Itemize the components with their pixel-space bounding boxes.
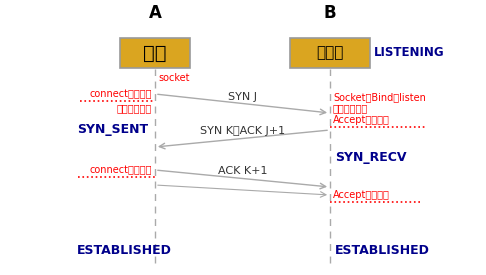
Text: （主动打开）: （主动打开） [117, 103, 152, 113]
Text: connect（阻塞）: connect（阻塞） [89, 89, 152, 99]
Text: LISTENING: LISTENING [374, 46, 445, 59]
Text: ACK K+1: ACK K+1 [218, 166, 267, 177]
Text: ESTABLISHED: ESTABLISHED [77, 243, 172, 257]
Bar [120, 38, 190, 68]
Text: Socket，Bind，listen: Socket，Bind，listen [333, 92, 426, 102]
Text: Accept（返回）: Accept（返回） [333, 190, 390, 200]
Text: SYN K，ACK J+1: SYN K，ACK J+1 [200, 126, 285, 136]
Text: Accept（阻塞）: Accept（阻塞） [333, 115, 390, 125]
Text: connect（返回）: connect（返回） [89, 165, 152, 175]
Text: B: B [324, 4, 336, 22]
Text: （被动打开）: （被动打开） [333, 103, 368, 113]
Text: SYN_SENT: SYN_SENT [77, 123, 148, 136]
Text: 服务器: 服务器 [316, 45, 344, 60]
Text: 客户: 客户 [143, 43, 167, 62]
Bar [290, 38, 370, 68]
Text: socket: socket [158, 73, 190, 83]
Text: A: A [149, 4, 161, 22]
Text: SYN_RECV: SYN_RECV [335, 150, 406, 164]
Text: ESTABLISHED: ESTABLISHED [335, 243, 430, 257]
Text: SYN J: SYN J [228, 92, 257, 101]
